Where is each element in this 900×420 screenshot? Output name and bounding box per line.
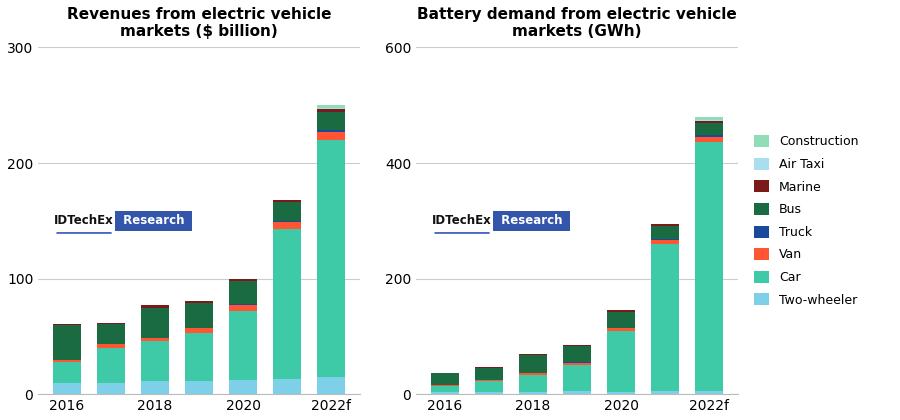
Bar (97, 344, 125, 348)
Text: IDTechEx: IDTechEx (54, 214, 114, 227)
Bar (651, 239, 680, 240)
Bar (695, 120, 724, 121)
Bar (273, 200, 302, 202)
Bar (229, 304, 257, 305)
Bar (273, 229, 302, 379)
Bar (53, 383, 81, 394)
Bar (695, 391, 724, 394)
Bar (317, 140, 346, 377)
Bar (695, 142, 724, 391)
Bar (431, 386, 459, 392)
Bar (97, 383, 125, 394)
Bar (431, 385, 459, 386)
Legend: Construction, Air Taxi, Marine, Bus, Truck, Van, Car, Two-wheeler: Construction, Air Taxi, Marine, Bus, Tru… (754, 135, 859, 307)
Bar (607, 331, 635, 392)
Bar (97, 324, 125, 344)
Bar (518, 392, 547, 394)
Bar (562, 363, 591, 365)
Bar (431, 392, 459, 394)
Bar (273, 379, 302, 394)
Bar (475, 368, 503, 381)
Bar (695, 121, 724, 123)
Bar (475, 367, 503, 368)
Bar (431, 373, 459, 385)
Bar (317, 112, 346, 129)
Bar (53, 362, 81, 383)
Text: IDTechEx: IDTechEx (432, 214, 492, 227)
Bar (695, 117, 724, 120)
Bar (562, 365, 591, 391)
Bar (184, 328, 213, 333)
Bar (229, 311, 257, 381)
Bar (229, 281, 257, 304)
Bar (140, 341, 169, 381)
Bar (317, 129, 346, 132)
Bar (475, 381, 503, 392)
Bar (140, 381, 169, 394)
Bar (607, 310, 635, 312)
Bar (317, 105, 346, 108)
Bar (651, 244, 680, 391)
Bar (317, 132, 346, 140)
Bar (140, 307, 169, 338)
Text: Research: Research (119, 214, 188, 227)
Bar (184, 381, 213, 394)
Bar (140, 305, 169, 307)
Bar (229, 278, 257, 281)
Bar (140, 338, 169, 341)
Bar (273, 221, 302, 222)
Bar (695, 137, 724, 142)
Title: Revenues from electric vehicle
markets ($ billion): Revenues from electric vehicle markets (… (67, 7, 331, 39)
Bar (607, 312, 635, 328)
Bar (518, 355, 547, 373)
Bar (273, 202, 302, 221)
Bar (651, 391, 680, 394)
Bar (607, 392, 635, 394)
Bar (184, 301, 213, 303)
Bar (53, 324, 81, 325)
Bar (518, 354, 547, 355)
Bar (184, 333, 213, 381)
Bar (562, 391, 591, 394)
Bar (97, 348, 125, 383)
Title: Battery demand from electric vehicle
markets (GWh): Battery demand from electric vehicle mar… (418, 7, 737, 39)
Bar (695, 135, 724, 137)
Bar (607, 328, 635, 331)
Bar (317, 109, 346, 112)
Bar (475, 392, 503, 394)
Bar (562, 362, 591, 363)
Text: Research: Research (497, 214, 566, 227)
Bar (317, 108, 346, 109)
Bar (695, 123, 724, 135)
Bar (651, 226, 680, 239)
Bar (651, 240, 680, 244)
Bar (184, 303, 213, 328)
Bar (562, 346, 591, 362)
Bar (562, 345, 591, 346)
Bar (317, 377, 346, 394)
Bar (518, 373, 547, 375)
Bar (651, 224, 680, 226)
Bar (97, 323, 125, 324)
Bar (229, 305, 257, 311)
Bar (53, 325, 81, 360)
Bar (53, 360, 81, 362)
Bar (273, 222, 302, 229)
Bar (518, 375, 547, 392)
Bar (229, 381, 257, 394)
